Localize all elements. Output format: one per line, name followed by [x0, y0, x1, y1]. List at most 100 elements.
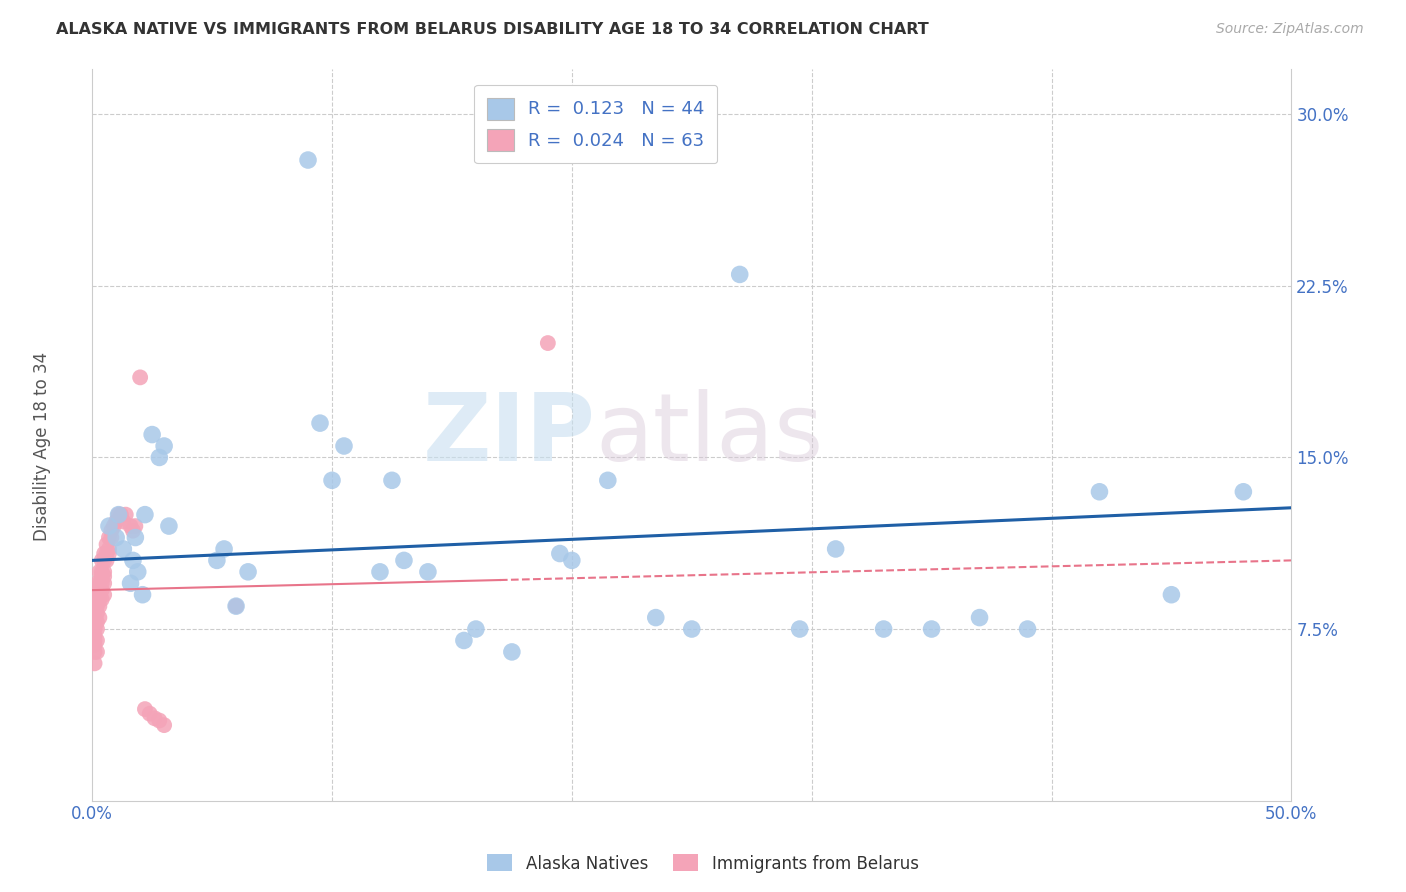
Point	[122, 553, 145, 567]
Point	[120, 519, 142, 533]
Point	[143, 711, 166, 725]
Point	[98, 541, 121, 556]
Point	[297, 153, 319, 167]
Point	[464, 622, 486, 636]
Point	[148, 714, 170, 728]
Point	[90, 583, 112, 598]
Point	[90, 576, 112, 591]
Point	[90, 565, 112, 579]
Point	[225, 599, 247, 614]
Point	[921, 622, 943, 636]
Point	[98, 547, 121, 561]
Point	[561, 553, 583, 567]
Point	[789, 622, 811, 636]
Point	[107, 508, 129, 522]
Point	[83, 638, 105, 652]
Point	[141, 427, 163, 442]
Point	[153, 718, 176, 732]
Point	[90, 569, 112, 583]
Point	[96, 547, 118, 561]
Point	[89, 588, 111, 602]
Point	[83, 633, 105, 648]
Point	[872, 622, 894, 636]
Point	[114, 508, 136, 522]
Point	[112, 541, 135, 556]
Point	[124, 519, 146, 533]
Point	[134, 508, 156, 522]
Point	[120, 576, 142, 591]
Point	[105, 531, 128, 545]
Point	[93, 576, 115, 591]
Point	[225, 599, 247, 614]
Point	[112, 515, 135, 529]
Point	[83, 599, 105, 614]
Text: Disability Age 18 to 34: Disability Age 18 to 34	[34, 351, 51, 541]
Point	[86, 645, 108, 659]
Point	[98, 519, 121, 533]
Point	[501, 645, 523, 659]
Point	[1160, 588, 1182, 602]
Point	[89, 565, 111, 579]
Point	[596, 473, 619, 487]
Point	[90, 592, 112, 607]
Point	[205, 553, 228, 567]
Point	[89, 576, 111, 591]
Point	[644, 610, 666, 624]
Point	[134, 702, 156, 716]
Point	[89, 610, 111, 624]
Point	[83, 645, 105, 659]
Point	[105, 515, 128, 529]
Point	[212, 541, 235, 556]
Point	[96, 537, 118, 551]
Point	[368, 565, 391, 579]
Point	[83, 657, 105, 671]
Point	[333, 439, 356, 453]
Point	[83, 622, 105, 636]
Point	[321, 473, 343, 487]
Point	[969, 610, 991, 624]
Point	[236, 565, 259, 579]
Point	[1017, 622, 1039, 636]
Point	[93, 565, 115, 579]
Legend: R =  0.123   N = 44, R =  0.024   N = 63: R = 0.123 N = 44, R = 0.024 N = 63	[474, 85, 717, 163]
Text: ALASKA NATIVE VS IMMIGRANTS FROM BELARUS DISABILITY AGE 18 TO 34 CORRELATION CHA: ALASKA NATIVE VS IMMIGRANTS FROM BELARUS…	[56, 22, 929, 37]
Point	[89, 583, 111, 598]
Point	[86, 592, 108, 607]
Point	[89, 599, 111, 614]
Point	[83, 615, 105, 629]
Point	[548, 547, 571, 561]
Point	[98, 531, 121, 545]
Point	[83, 610, 105, 624]
Point	[89, 592, 111, 607]
Point	[153, 439, 176, 453]
Point	[1232, 484, 1254, 499]
Point	[309, 416, 332, 430]
Point	[131, 588, 153, 602]
Point	[416, 565, 439, 579]
Point	[103, 519, 125, 533]
Point	[83, 629, 105, 643]
Point	[93, 569, 115, 583]
Point	[93, 588, 115, 602]
Point	[93, 553, 115, 567]
Text: Source: ZipAtlas.com: Source: ZipAtlas.com	[1216, 22, 1364, 37]
Point	[392, 553, 415, 567]
Point	[148, 450, 170, 465]
Point	[110, 508, 132, 522]
Point	[107, 508, 129, 522]
Point	[537, 336, 560, 351]
Point	[93, 547, 115, 561]
Point	[124, 531, 146, 545]
Point	[100, 531, 122, 545]
Point	[86, 633, 108, 648]
Point	[1088, 484, 1111, 499]
Point	[129, 370, 152, 384]
Point	[86, 622, 108, 636]
Point	[681, 622, 703, 636]
Point	[824, 541, 846, 556]
Text: ZIP: ZIP	[423, 389, 596, 481]
Point	[127, 565, 149, 579]
Point	[90, 553, 112, 567]
Point	[157, 519, 180, 533]
Text: atlas: atlas	[596, 389, 824, 481]
